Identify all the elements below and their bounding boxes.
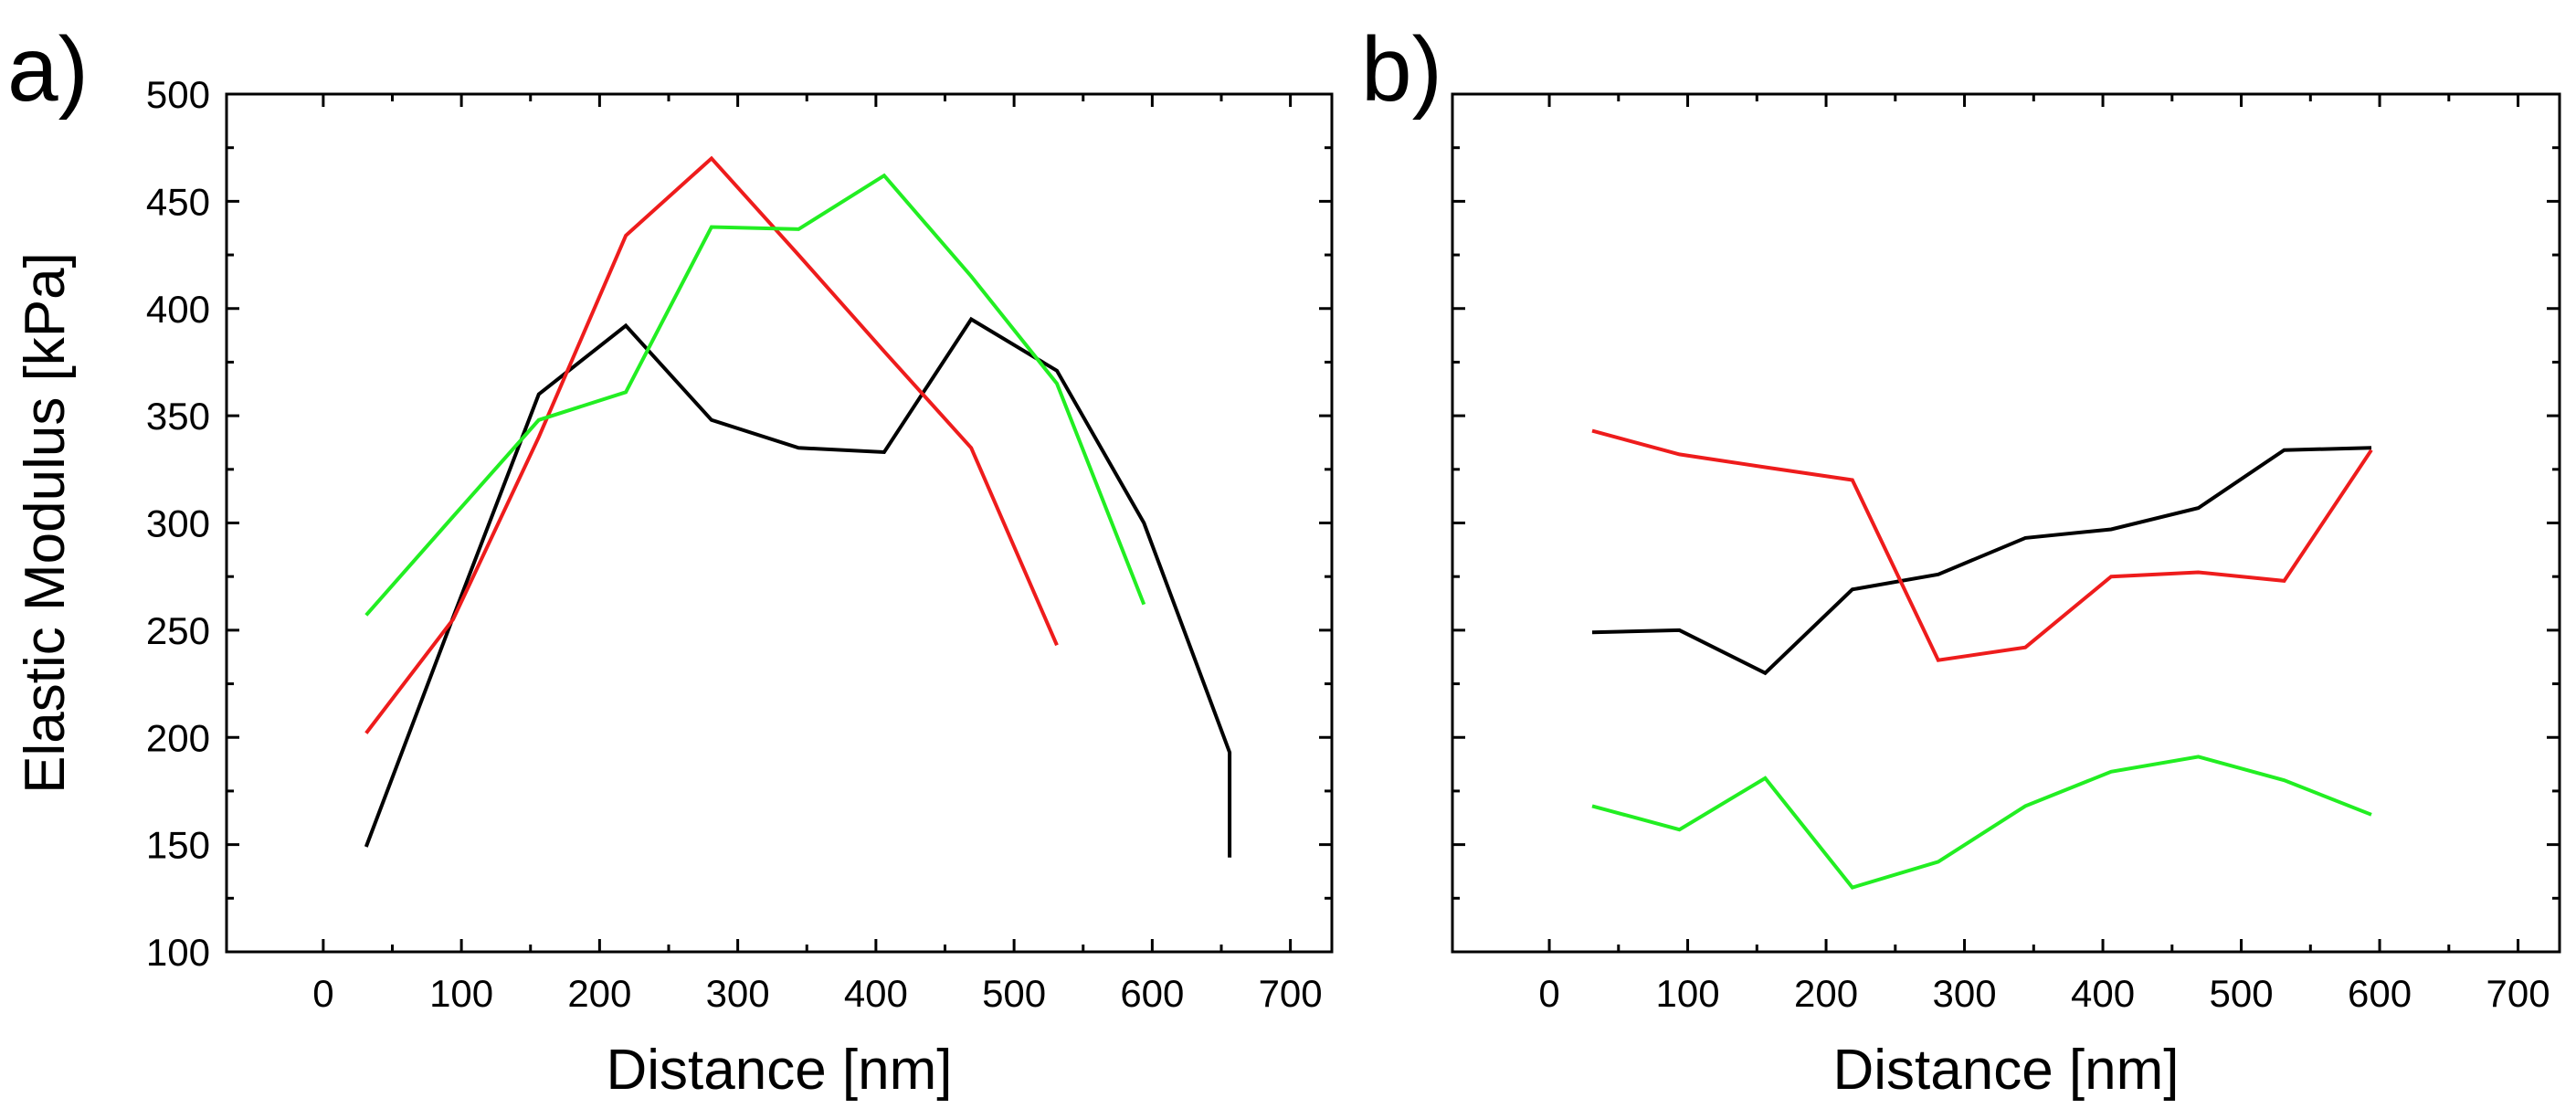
x-tick-label: 100 [429,972,493,1015]
x-tick-label: 100 [1656,972,1720,1015]
series-line-black [364,316,1232,858]
y-tick-label: 200 [146,716,210,759]
panel-b: 0 100 200 300 400 500 600 700 Distance [nm] b) [1361,18,2561,1102]
series-line-red [1591,428,2373,662]
x-axis-title: Distance [nm] [606,1039,952,1102]
x-tick-label: 0 [1538,972,1559,1015]
x-tick-label: 400 [2071,972,2135,1015]
x-tick-label: 500 [2210,972,2274,1015]
y-tick-label: 150 [146,824,210,867]
y-tick-label: 300 [146,502,210,545]
x-tick-label: 300 [1933,972,1997,1015]
series-line-black [1591,446,2372,676]
y-tick-label: 250 [146,609,210,652]
plot-frame [1451,92,2561,954]
y-tick-label: 400 [146,288,210,331]
x-tick-label: 200 [567,972,631,1015]
panel-a: 0 100 200 300 400 500 600 700 100 150 200 250 300 350… [7,18,1334,1102]
x-tick-label: 700 [2486,972,2550,1015]
y-tick-label: 450 [146,180,210,223]
series-line-green [364,173,1146,617]
x-tick-label: 200 [1794,972,1858,1015]
series-line-red [364,155,1059,734]
plot-frame [225,92,1334,954]
panel-label: a) [7,18,89,121]
panel-label: b) [1361,18,1442,121]
y-axis-title: Elastic Modulus [kPa] [14,252,77,794]
x-tick-label: 600 [1120,972,1184,1015]
y-tick-label: 500 [146,73,210,116]
series-line-green [1591,755,2372,890]
x-axis-title: Distance [nm] [1832,1039,2179,1102]
y-tick-label: 350 [146,395,210,438]
y-tick-label: 100 [146,931,210,974]
x-tick-label: 400 [844,972,908,1015]
x-tick-label: 700 [1259,972,1323,1015]
x-tick-label: 0 [312,972,333,1015]
x-tick-label: 600 [2348,972,2412,1015]
x-tick-label: 300 [706,972,770,1015]
x-tick-label: 500 [982,972,1046,1015]
